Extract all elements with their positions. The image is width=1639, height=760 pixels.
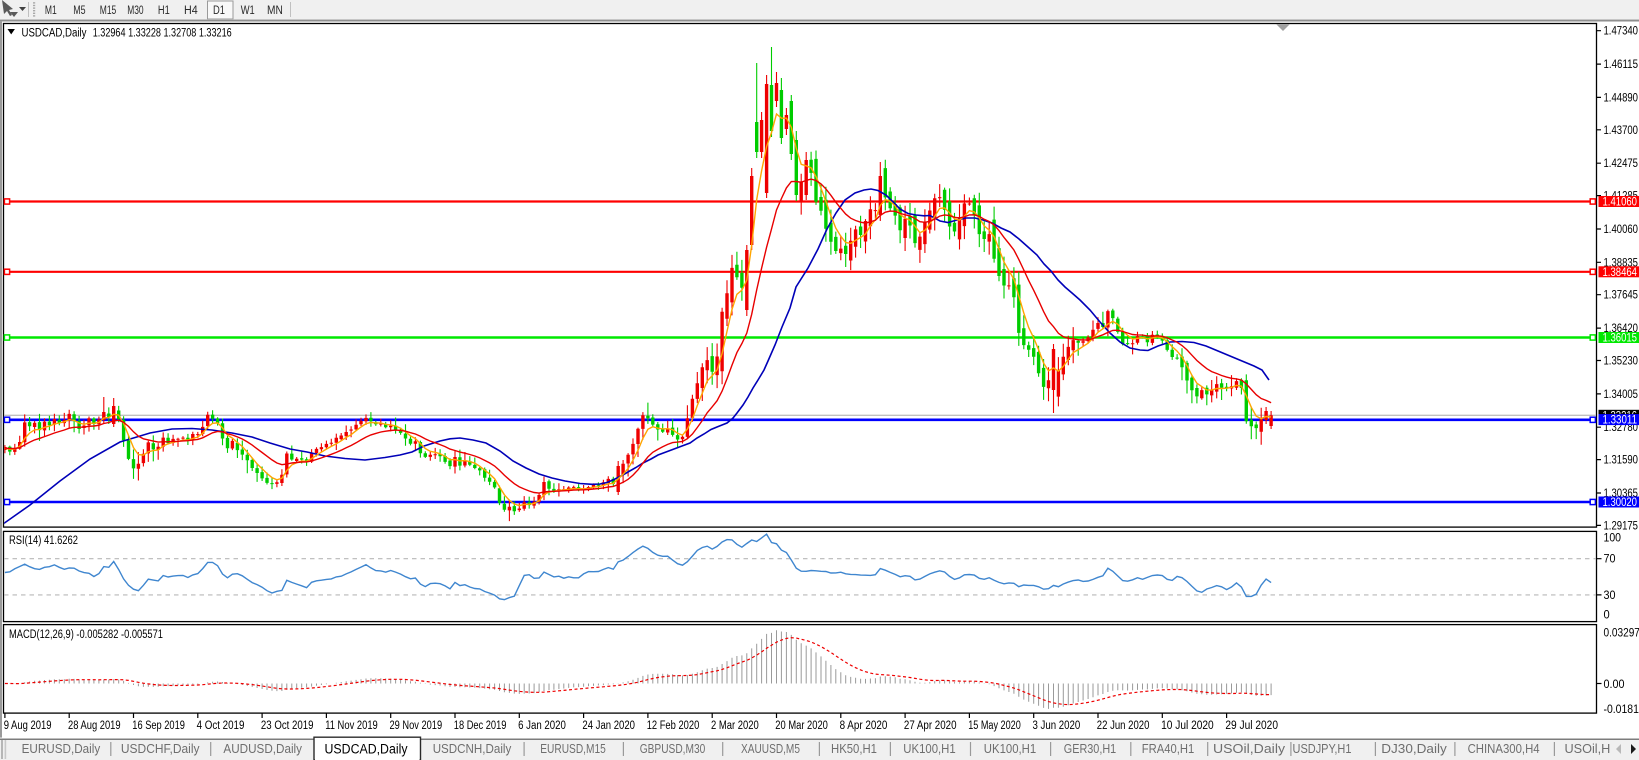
svg-text:30: 30 <box>1604 590 1616 602</box>
svg-text:6 Jan 2020: 6 Jan 2020 <box>518 720 566 732</box>
svg-text:0.00: 0.00 <box>1604 679 1625 691</box>
svg-text:H1: H1 <box>158 5 170 17</box>
svg-text:USDCAD,Daily: USDCAD,Daily <box>325 742 408 757</box>
svg-text:UK100,H1: UK100,H1 <box>903 741 955 756</box>
svg-text:1.37645: 1.37645 <box>1604 290 1639 302</box>
svg-text:RSI(14) 41.6262: RSI(14) 41.6262 <box>9 535 78 547</box>
svg-text:100: 100 <box>1604 533 1622 545</box>
svg-text:1.44890: 1.44890 <box>1604 92 1639 104</box>
svg-text:24 Jan 2020: 24 Jan 2020 <box>582 720 635 732</box>
svg-text:USOil,Daily: USOil,Daily <box>1213 741 1286 756</box>
svg-text:0: 0 <box>1604 610 1610 622</box>
svg-text:H4: H4 <box>184 5 198 17</box>
svg-text:XAUUSD,M5: XAUUSD,M5 <box>741 741 800 756</box>
svg-text:29 Jul 2020: 29 Jul 2020 <box>1225 720 1278 732</box>
svg-text:23 Oct 2019: 23 Oct 2019 <box>261 720 314 732</box>
svg-text:1.35230: 1.35230 <box>1604 356 1639 368</box>
svg-text:USOil,H: USOil,H <box>1564 741 1610 756</box>
svg-text:USDJPY,H1: USDJPY,H1 <box>1293 741 1352 756</box>
svg-text:28 Aug 2019: 28 Aug 2019 <box>68 720 121 732</box>
svg-text:1.32780: 1.32780 <box>1604 422 1639 434</box>
svg-text:1.43700: 1.43700 <box>1604 125 1639 137</box>
svg-text:11 Nov 2019: 11 Nov 2019 <box>325 720 378 732</box>
svg-text:8 Apr 2020: 8 Apr 2020 <box>840 720 888 732</box>
svg-text:HK50,H1: HK50,H1 <box>831 741 877 756</box>
svg-text:M5: M5 <box>73 5 85 17</box>
svg-text:1.42475: 1.42475 <box>1604 158 1639 170</box>
svg-text:USDCNH,Daily: USDCNH,Daily <box>433 741 512 756</box>
svg-text:1.30020: 1.30020 <box>1603 497 1638 509</box>
svg-text:10 Jul 2020: 10 Jul 2020 <box>1161 720 1214 732</box>
svg-text:29 Nov 2019: 29 Nov 2019 <box>390 720 443 732</box>
svg-text:-0.018154: -0.018154 <box>1604 704 1639 716</box>
svg-text:1.46115: 1.46115 <box>1604 59 1639 71</box>
svg-text:1.36015: 1.36015 <box>1603 333 1638 345</box>
svg-text:2 Mar 2020: 2 Mar 2020 <box>711 720 759 732</box>
svg-text:USDCAD,Daily: USDCAD,Daily <box>22 28 87 40</box>
svg-text:22 Jun 2020: 22 Jun 2020 <box>1097 720 1150 732</box>
svg-text:EURUSD,M15: EURUSD,M15 <box>540 741 606 756</box>
svg-text:M30: M30 <box>127 5 143 17</box>
svg-text:9 Aug 2019: 9 Aug 2019 <box>4 720 52 732</box>
svg-text:GBPUSD,M30: GBPUSD,M30 <box>640 741 706 756</box>
svg-text:1.41060: 1.41060 <box>1603 197 1638 209</box>
svg-text:UK100,H1: UK100,H1 <box>984 741 1036 756</box>
svg-text:70: 70 <box>1604 554 1616 566</box>
svg-text:DJ30,Daily: DJ30,Daily <box>1381 741 1447 756</box>
svg-text:EURUSD,Daily: EURUSD,Daily <box>22 741 101 756</box>
svg-text:0.032972: 0.032972 <box>1604 628 1639 640</box>
svg-text:1.33011: 1.33011 <box>1603 415 1638 427</box>
svg-text:MN: MN <box>267 5 283 17</box>
svg-text:MACD(12,26,9) -0.005282 -0.005: MACD(12,26,9) -0.005282 -0.005571 <box>9 629 163 641</box>
svg-text:1.34005: 1.34005 <box>1604 389 1639 401</box>
svg-text:FRA40,H1: FRA40,H1 <box>1142 741 1194 756</box>
svg-text:12 Feb 2020: 12 Feb 2020 <box>647 720 700 732</box>
svg-text:1.38464: 1.38464 <box>1603 267 1638 279</box>
svg-text:18 Dec 2019: 18 Dec 2019 <box>454 720 507 732</box>
svg-text:1.29175: 1.29175 <box>1604 520 1639 532</box>
svg-text:D1: D1 <box>213 5 225 17</box>
svg-text:16 Sep 2019: 16 Sep 2019 <box>132 720 185 732</box>
svg-text:CHINA300,H4: CHINA300,H4 <box>1468 741 1540 756</box>
svg-text:M15: M15 <box>100 5 117 17</box>
svg-text:27 Apr 2020: 27 Apr 2020 <box>904 720 957 732</box>
svg-text:1.47340: 1.47340 <box>1604 26 1639 38</box>
svg-text:W1: W1 <box>241 5 255 17</box>
svg-text:AUDUSD,Daily: AUDUSD,Daily <box>223 741 302 756</box>
svg-text:M1: M1 <box>45 5 57 17</box>
svg-text:4 Oct 2019: 4 Oct 2019 <box>197 720 245 732</box>
svg-text:1.32964 1.33228 1.32708 1.3321: 1.32964 1.33228 1.32708 1.33216 <box>93 28 232 40</box>
svg-text:20 Mar 2020: 20 Mar 2020 <box>775 720 828 732</box>
svg-text:15 May 2020: 15 May 2020 <box>968 720 1021 732</box>
svg-text:1.31590: 1.31590 <box>1604 455 1639 467</box>
svg-text:1.40060: 1.40060 <box>1604 224 1639 236</box>
svg-text:USDCHF,Daily: USDCHF,Daily <box>121 741 200 756</box>
svg-text:GER30,H1: GER30,H1 <box>1064 741 1116 756</box>
svg-text:3 Jun 2020: 3 Jun 2020 <box>1033 720 1081 732</box>
